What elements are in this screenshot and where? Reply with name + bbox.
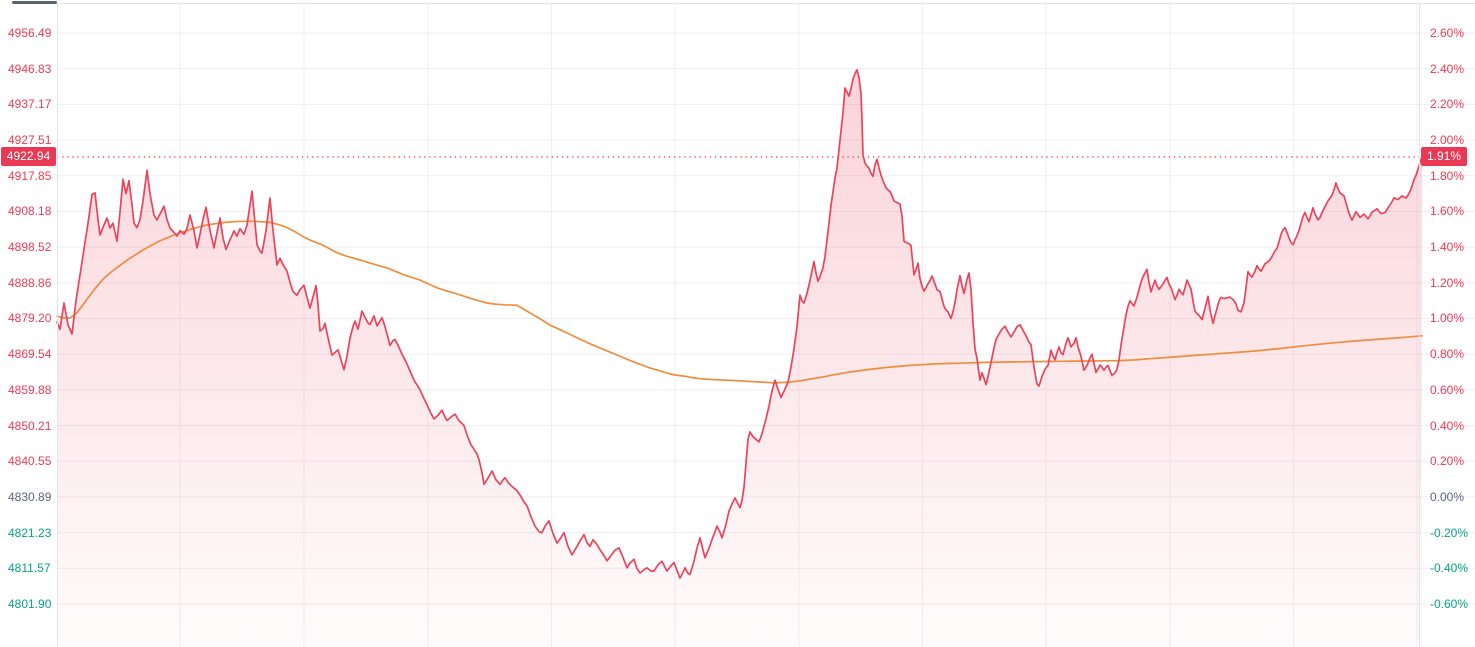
right-axis-tick: 1.00%	[1430, 311, 1465, 326]
right-axis-tick: 0.00%	[1430, 489, 1465, 504]
left-axis-tick: 4898.52	[8, 240, 52, 255]
right-axis-tick: -0.60%	[1430, 596, 1469, 611]
right-axis-tick: -0.20%	[1430, 525, 1469, 540]
left-axis-tick: 4869.54	[8, 347, 52, 362]
right-percent-axis[interactable]: 2.60% 2.40% 2.20% 2.00% 1.80% 1.60% 1.40% 1.20%…	[1419, 0, 1475, 647]
ma-overlay-line	[56, 220, 1423, 384]
left-axis-tick: 4917.85	[8, 168, 52, 183]
left-axis-tick: 4811.57	[8, 561, 51, 576]
right-axis-tick: 0.80%	[1430, 347, 1465, 362]
left-axis-tick: 4801.90	[8, 597, 52, 611]
left-axis-border	[57, 3, 58, 647]
right-axis-tick: 1.40%	[1430, 240, 1465, 255]
current-price-badge: 4922.94	[1, 147, 56, 167]
left-axis-tick: 4879.20	[8, 311, 52, 326]
left-axis-tick: 4821.23	[8, 525, 52, 540]
right-axis-tick: 0.20%	[1430, 454, 1465, 469]
pane-top-border	[57, 3, 1475, 4]
pane-resize-handle[interactable]	[12, 1, 57, 4]
left-axis-tick: 4946.83	[8, 61, 52, 76]
left-axis-tick: 4927.51	[8, 133, 52, 148]
left-axis-tick: 4850.21	[8, 418, 52, 433]
right-axis-tick: 2.00%	[1430, 133, 1465, 148]
left-axis-tick: 4859.88	[8, 382, 52, 397]
right-axis-tick: -0.40%	[1430, 561, 1469, 576]
right-axis-tick: 2.40%	[1430, 61, 1465, 76]
left-price-axis[interactable]: 4956.49 4946.83 4937.17 4927.51 4917.85 4908.…	[0, 0, 57, 647]
right-axis-tick: 2.60%	[1430, 25, 1465, 40]
left-axis-tick: 4937.17	[8, 97, 52, 112]
left-axis-tick: 4956.49	[8, 26, 52, 40]
price-area-fill	[57, 69, 1422, 647]
left-axis-tick: 4888.86	[8, 275, 52, 290]
right-axis-tick: 1.20%	[1430, 275, 1465, 290]
left-axis-tick: 4908.18	[8, 204, 52, 219]
current-change-badge: 1.91%	[1421, 147, 1467, 167]
left-axis-tick: 4840.55	[8, 454, 52, 469]
right-axis-tick: 0.60%	[1430, 382, 1465, 397]
left-axis-tick: 4830.89	[8, 489, 52, 504]
right-axis-border	[1419, 3, 1420, 647]
right-axis-tick: 1.80%	[1430, 168, 1465, 183]
right-axis-tick: 1.60%	[1430, 204, 1465, 219]
right-axis-tick: 2.20%	[1430, 97, 1465, 112]
right-axis-tick: 0.40%	[1430, 418, 1465, 433]
price-line	[56, 69, 1423, 579]
